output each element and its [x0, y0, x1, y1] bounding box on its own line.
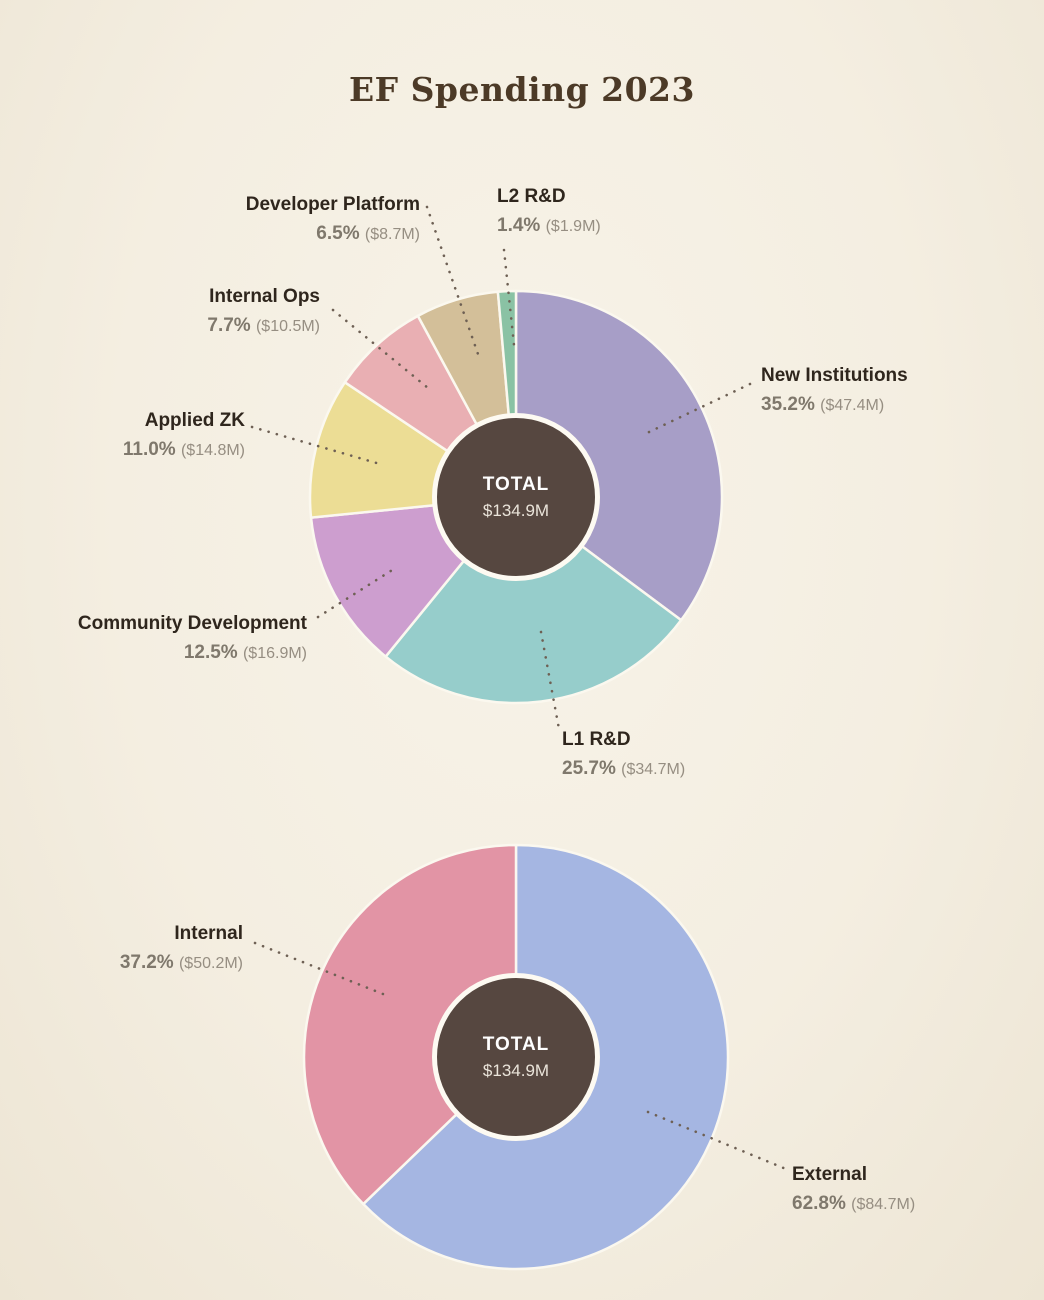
slice-name: Developer Platform — [245, 194, 420, 215]
slice-amount: ($1.9M) — [545, 218, 601, 235]
slice-stats: 37.2% ($50.2M) — [23, 952, 243, 974]
leader-line-developer-platform — [425, 205, 481, 359]
pie-slice-internal — [302, 843, 518, 1206]
page-title: EF Spending 2023 — [349, 70, 695, 109]
slice-percent: 35.2% — [761, 394, 815, 415]
slice-stats: 11.0% ($14.8M) — [25, 439, 245, 461]
slice-amount: ($34.7M) — [621, 761, 686, 778]
total-value: $134.9M — [482, 1060, 550, 1080]
label-internal-ops: Internal Ops 7.7% ($10.5M) — [80, 286, 320, 337]
label-developer-platform: Developer Platform 6.5% ($8.7M) — [180, 194, 420, 245]
slice-percent: 37.2% — [119, 952, 174, 973]
leader-line-community-development — [316, 565, 399, 619]
slice-name: L2 R&D — [497, 186, 566, 207]
label-l2-rd: L2 R&D 1.4% ($1.9M) — [497, 186, 601, 237]
leader-line-l2-rd — [502, 248, 516, 347]
label-internal: Internal 37.2% ($50.2M) — [23, 923, 243, 974]
label-new-institutions: New Institutions 35.2% ($47.4M) — [761, 365, 908, 416]
pie-slice-new-institutions — [514, 289, 724, 622]
slice-name: New Institutions — [761, 365, 908, 386]
slice-name: Internal Ops — [209, 286, 320, 307]
leader-line-internal-ops — [331, 308, 430, 390]
slice-stats: 7.7% ($10.5M) — [80, 315, 320, 337]
slice-stats: 6.5% ($8.7M) — [180, 223, 420, 245]
slice-percent: 25.7% — [562, 758, 616, 779]
slice-name: Community Development — [77, 613, 307, 634]
slice-stats: 62.8% ($84.7M) — [792, 1193, 915, 1215]
slice-amount: ($50.2M) — [178, 955, 243, 972]
slice-name: External — [792, 1164, 867, 1185]
slice-percent: 6.5% — [316, 223, 360, 244]
total-value: $134.9M — [482, 500, 550, 520]
label-community-development: Community Development 12.5% ($16.9M) — [67, 613, 307, 664]
slice-stats: 1.4% ($1.9M) — [497, 215, 601, 237]
slice-amount: ($84.7M) — [851, 1196, 916, 1213]
slice-amount: ($14.8M) — [180, 442, 245, 459]
slice-stats: 35.2% ($47.4M) — [761, 394, 908, 416]
leader-line-new-institutions — [645, 382, 752, 435]
slice-percent: 11.0% — [122, 439, 176, 460]
slice-percent: 1.4% — [497, 215, 541, 236]
slice-percent: 62.8% — [792, 1193, 846, 1214]
label-applied-zk: Applied ZK 11.0% ($14.8M) — [25, 410, 245, 461]
slice-amount: ($10.5M) — [255, 318, 320, 335]
slice-amount: ($47.4M) — [820, 397, 885, 414]
total-label: TOTAL — [482, 473, 550, 495]
donut-center-total-bottom: TOTAL $134.9M — [432, 973, 600, 1141]
leader-line-external — [646, 1110, 788, 1171]
total-label: TOTAL — [482, 1033, 550, 1055]
slice-name: L1 R&D — [562, 729, 631, 750]
slice-name: Internal — [174, 923, 243, 944]
label-l1-rd: L1 R&D 25.7% ($34.7M) — [562, 729, 685, 780]
pie-slice-l1-rd — [384, 495, 683, 705]
leader-line-l1-rd — [539, 630, 561, 731]
leader-line-internal — [253, 941, 390, 998]
slice-amount: ($8.7M) — [364, 226, 420, 243]
slice-percent: 12.5% — [183, 642, 238, 663]
label-external: External 62.8% ($84.7M) — [792, 1164, 915, 1215]
slice-percent: 7.7% — [207, 315, 251, 336]
leader-line-applied-zk — [250, 425, 382, 466]
donut-center-total-top: TOTAL $134.9M — [432, 413, 600, 581]
slice-stats: 25.7% ($34.7M) — [562, 758, 685, 780]
slice-name: Applied ZK — [144, 410, 245, 431]
slice-stats: 12.5% ($16.9M) — [67, 642, 307, 664]
slice-amount: ($16.9M) — [242, 645, 307, 662]
